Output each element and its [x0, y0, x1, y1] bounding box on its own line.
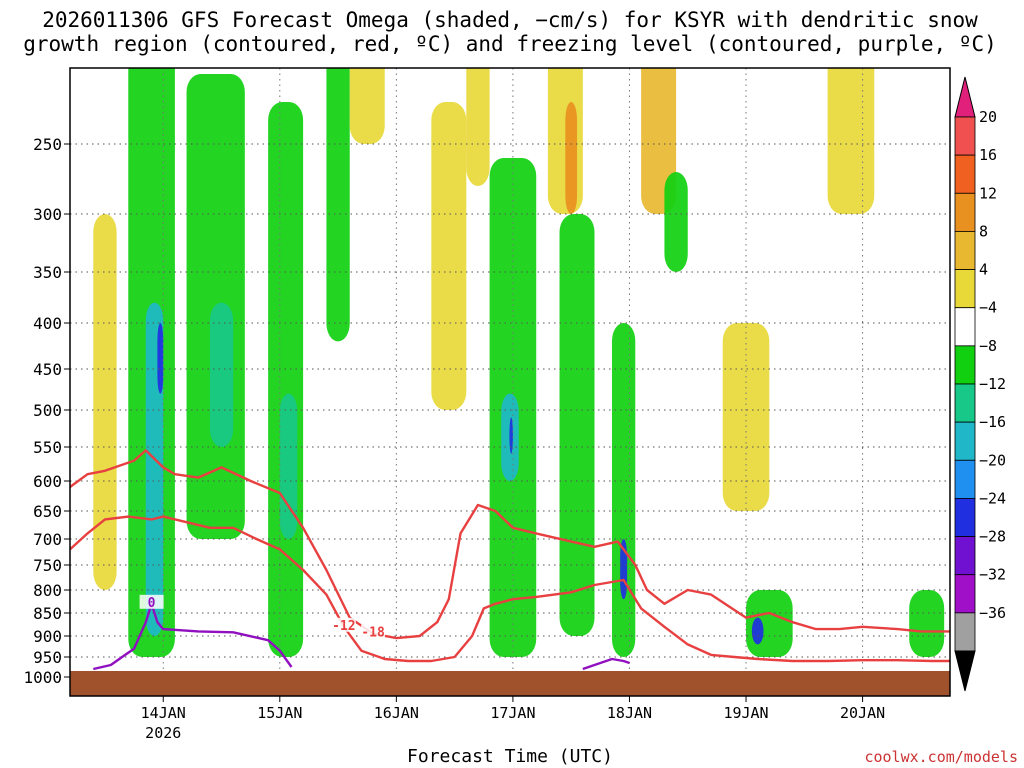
y-axis-ticks: 250 300 350 400 450 500 550 600 650 700 750 800 850 9…: [23, 135, 70, 687]
x-tick-label: 15JAN: [257, 704, 302, 722]
omega-region-10: [431, 102, 467, 410]
terrain-band: [70, 671, 950, 696]
y-tick-label: 750: [33, 556, 62, 575]
omega-region-11: [466, 68, 490, 186]
colorbar-label: 8: [979, 222, 988, 240]
colorbar-swatch: [954, 231, 976, 270]
freezing-contour-0: [93, 602, 293, 671]
y-tick-label: 450: [33, 360, 62, 379]
omega-region-20: [641, 68, 677, 214]
y-tick-label: 600: [33, 472, 62, 491]
ground-surface: [70, 671, 950, 696]
plot-frame: [69, 67, 951, 697]
x-tick-label: 20JAN: [840, 704, 885, 722]
colorbar-swatch: [954, 345, 976, 385]
x-tick-label: 19JAN: [723, 704, 768, 722]
dgz-contour-1: [70, 515, 950, 663]
omega-region-22: [722, 323, 770, 511]
omega-region-18: [611, 323, 636, 657]
colorbar-top-arrow: [954, 76, 976, 118]
omega-region-24: [751, 617, 764, 645]
omega-region-3: [157, 323, 164, 394]
x-axis-year-label: 2026: [145, 724, 181, 742]
contour-label-bg: [331, 617, 356, 632]
colorbar: 20 16 12 8 4 −4 −8 −12 −16 −20 −24 −28 −32 −36: [954, 76, 1006, 692]
dgz-contour-label: -12: [332, 619, 355, 634]
colorbar-swatch: [954, 383, 976, 423]
colorbar-swatch: [954, 307, 976, 347]
chart-title-line-2: growth region (contoured, red, ºC) and f…: [23, 32, 997, 56]
colorbar-swatch: [954, 574, 976, 614]
colorbar-swatch: [954, 612, 976, 652]
omega-shading-layer: [93, 68, 945, 657]
y-tick-label: 300: [33, 205, 62, 224]
chart-title-line-1: 2026011306 GFS Forecast Omega (shaded, −…: [42, 8, 978, 32]
colorbar-label: 4: [979, 261, 988, 279]
x-axis-label: Forecast Time (UTC): [407, 746, 613, 767]
omega-region-21: [664, 172, 688, 272]
colorbar-label: −36: [979, 604, 1006, 622]
colorbar-label: 16: [979, 146, 997, 164]
omega-region-17: [559, 214, 595, 636]
omega-region-9: [349, 68, 385, 144]
colorbar-label: 12: [979, 184, 997, 202]
colorbar-label: −32: [979, 566, 1006, 584]
omega-region-5: [209, 302, 234, 447]
colorbar-swatch: [954, 459, 976, 499]
y-tick-label: 850: [33, 604, 62, 623]
x-tick-label: 17JAN: [490, 704, 535, 722]
dgz-contour-label: -18: [361, 626, 385, 641]
y-tick-label: 650: [33, 502, 62, 521]
omega-region-7: [279, 393, 298, 539]
colorbar-swatch: [954, 154, 976, 194]
y-tick-label: 400: [33, 314, 62, 333]
omega-region-26: [909, 590, 945, 657]
colorbar-label: −16: [979, 413, 1006, 431]
contour-label-bg: [139, 594, 164, 609]
contours-layer: -18 -12 0: [70, 449, 950, 671]
colorbar-swatch: [954, 116, 976, 156]
colorbar-label: −20: [979, 451, 1006, 469]
contour-label-bg: [361, 624, 386, 639]
freezing-contour-1: [582, 657, 630, 671]
colorbar-label: −24: [979, 489, 1006, 507]
colorbar-swatch: [954, 421, 976, 461]
x-tick-label: 14JAN: [141, 704, 186, 722]
y-tick-label: 900: [33, 627, 62, 646]
colorbar-swatch: [954, 498, 976, 537]
y-tick-label: 550: [33, 438, 62, 457]
omega-region-25: [827, 68, 875, 214]
y-tick-label: 350: [33, 263, 62, 282]
colorbar-label: 20: [979, 108, 997, 126]
colorbar-swatch: [954, 192, 976, 232]
omega-region-0: [93, 214, 117, 590]
omega-region-14: [509, 417, 513, 454]
colorbar-label: −8: [979, 337, 997, 355]
x-tick-label: 18JAN: [607, 704, 652, 722]
y-tick-label: 250: [33, 135, 62, 154]
y-tick-label: 700: [33, 530, 62, 549]
credit-text: coolwx.com/models: [864, 748, 1018, 766]
omega-region-6: [268, 102, 304, 657]
x-tick-label: 16JAN: [374, 704, 419, 722]
colorbar-swatch: [954, 269, 976, 309]
colorbar-swatch: [954, 536, 976, 576]
colorbar-label: −12: [979, 375, 1006, 393]
chart-title: 2026011306 GFS Forecast Omega (shaded, −…: [23, 8, 997, 56]
dgz-contour-0: [70, 449, 950, 640]
colorbar-label: −28: [979, 528, 1006, 546]
colorbar-label: −4: [979, 299, 997, 317]
omega-region-8: [326, 68, 350, 342]
colorbar-bottom-arrow: [954, 650, 976, 692]
x-axis-ticks: 14JAN 15JAN 16JAN 17JAN 18JAN 19JAN 20JAN: [141, 696, 885, 722]
y-tick-label: 950: [33, 648, 62, 667]
omega-region-16: [565, 102, 578, 214]
y-tick-label: 500: [33, 401, 62, 420]
y-tick-label: 1000: [23, 668, 62, 687]
freezing-contour-label: 0: [148, 596, 156, 611]
y-tick-label: 800: [33, 581, 62, 600]
